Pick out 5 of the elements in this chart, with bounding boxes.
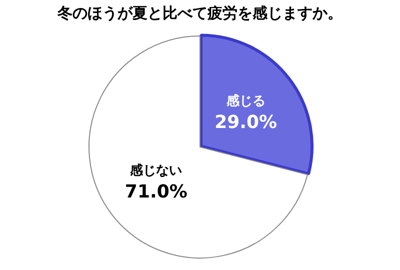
slice-label: 感じない bbox=[129, 162, 182, 178]
slice-label: 感じる bbox=[225, 92, 266, 109]
chart-title: 冬のほうが夏と比べて疲労を感じますか。 bbox=[56, 4, 344, 23]
data-label: 29.0% bbox=[214, 112, 278, 134]
data-label: 71.0% bbox=[124, 182, 188, 203]
